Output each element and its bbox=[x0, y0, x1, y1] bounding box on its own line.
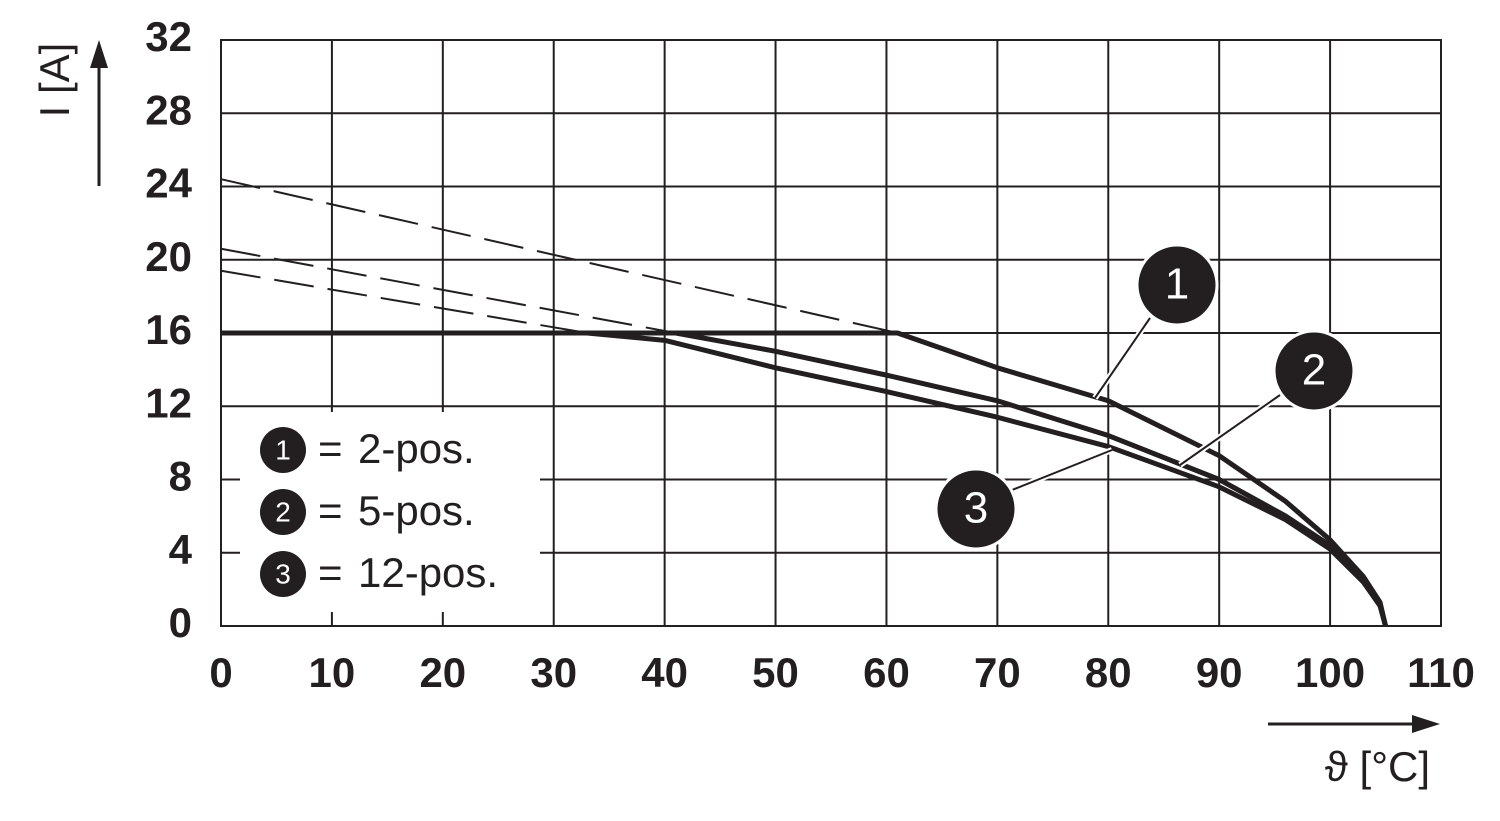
legend-separator: = bbox=[318, 487, 343, 534]
legend-number: 3 bbox=[275, 558, 291, 589]
x-tick-label: 30 bbox=[530, 649, 577, 696]
legend-badge bbox=[260, 489, 306, 535]
callout-badge bbox=[1272, 329, 1356, 413]
y-tick-label: 28 bbox=[145, 86, 192, 133]
x-tick-label: 100 bbox=[1295, 649, 1365, 696]
y-tick-label: 16 bbox=[145, 306, 192, 353]
legend-label: 12-pos. bbox=[358, 549, 498, 596]
x-tick-label: 10 bbox=[309, 649, 356, 696]
y-tick-label: 4 bbox=[169, 526, 193, 573]
y-tick-label: 8 bbox=[169, 453, 192, 500]
y-arrowhead bbox=[90, 40, 108, 68]
plot-frame bbox=[220, 39, 1442, 627]
legend-badge bbox=[260, 551, 306, 597]
x-tick-label: 40 bbox=[641, 649, 688, 696]
x-axis-label: ϑ [°C] bbox=[1325, 743, 1430, 790]
series-line bbox=[221, 330, 1388, 627]
x-tick-label: 70 bbox=[974, 649, 1021, 696]
callout-leader bbox=[1011, 449, 1113, 491]
x-tick-label: 50 bbox=[752, 649, 799, 696]
extrapolated-line bbox=[220, 178, 898, 334]
legend-separator: = bbox=[318, 425, 343, 472]
y-tick-label: 24 bbox=[145, 160, 192, 207]
legend-separator: = bbox=[318, 549, 343, 596]
x-arrowhead bbox=[1412, 715, 1440, 733]
x-tick-label: 90 bbox=[1196, 649, 1243, 696]
callout-leader bbox=[1094, 317, 1151, 399]
x-tick-label: 0 bbox=[209, 649, 232, 696]
legend-label: 2-pos. bbox=[358, 425, 475, 472]
legend-label: 5-pos. bbox=[358, 487, 475, 534]
x-tick-label: 110 bbox=[1407, 649, 1475, 696]
callout-number: 3 bbox=[964, 484, 988, 533]
y-axis-label: I [A] bbox=[31, 43, 78, 118]
x-tick-label: 80 bbox=[1085, 649, 1132, 696]
callout-number: 1 bbox=[1165, 260, 1189, 309]
extrapolated-line bbox=[220, 269, 588, 334]
y-tick-label: 12 bbox=[145, 379, 192, 426]
y-tick-label: 20 bbox=[145, 233, 192, 280]
callout-number: 2 bbox=[1302, 346, 1326, 395]
callout-badge bbox=[1135, 243, 1219, 327]
y-tick-label: 32 bbox=[145, 13, 192, 60]
callout-badge bbox=[934, 467, 1018, 551]
legend-number: 2 bbox=[275, 496, 291, 527]
y-tick-label: 0 bbox=[169, 599, 192, 646]
extrapolated-line bbox=[220, 247, 676, 334]
x-tick-label: 20 bbox=[419, 649, 466, 696]
callout-leader bbox=[1179, 394, 1281, 466]
x-tick-label: 60 bbox=[863, 649, 910, 696]
legend-badge bbox=[260, 427, 306, 473]
legend-number: 1 bbox=[275, 434, 291, 465]
